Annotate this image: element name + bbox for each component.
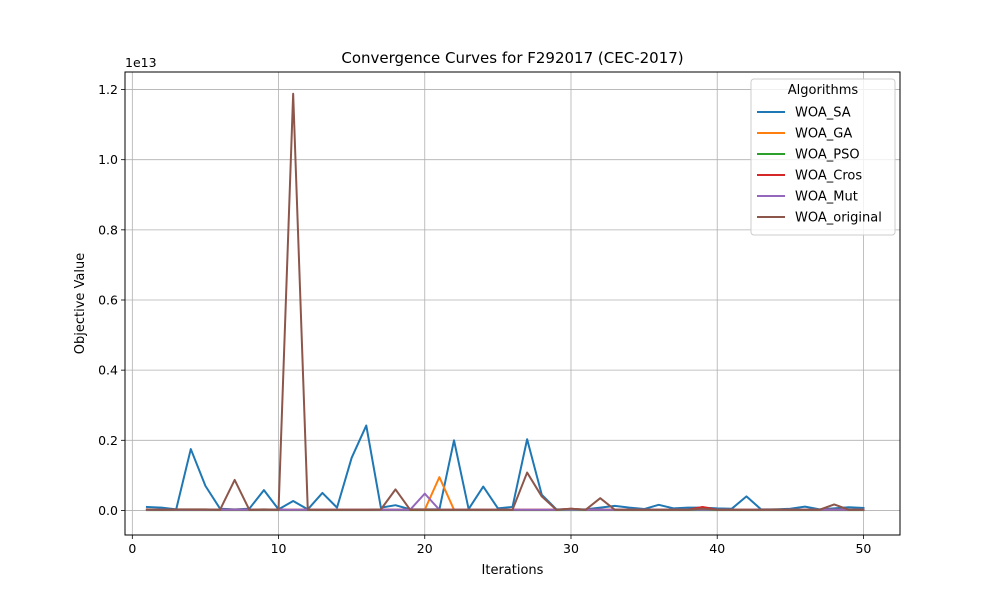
y-multiplier-label: 1e13 [125,55,157,70]
legend-label: WOA_PSO [795,148,860,163]
y-tick-label: 1.2 [98,82,118,97]
y-tick-label: 0.8 [98,222,118,237]
x-tick-label: 50 [855,541,871,556]
x-tick-label: 30 [563,541,579,556]
y-tick-label: 0.0 [98,503,118,518]
x-tick-label: 20 [417,541,433,556]
y-tick-label: 0.6 [98,292,118,307]
legend-item: WOA_Cros [757,169,862,184]
y-tick-label: 0.2 [98,433,118,448]
x-axis-label: Iterations [482,563,544,578]
chart-title: Convergence Curves for F292017 (CEC-2017… [341,49,683,67]
y-tick-label: 0.4 [98,363,118,378]
x-tick-label: 10 [271,541,287,556]
legend-item: WOA_Mut [757,190,858,205]
legend-item: WOA_original [757,211,882,226]
legend-items: WOA_SA WOA_GA WOA_PSO WOA_Cros WOA_Mut WOA_or… [757,106,882,226]
legend-label: WOA_original [795,211,882,226]
legend-item: WOA_PSO [757,148,860,163]
legend-label: WOA_Mut [795,190,858,205]
y-axis-label: Objective Value [73,253,88,354]
series-line-woa-original [145,92,865,511]
axis-ticks: 0 10 20 30 40 50 0.0 0.2 0.4 0.6 0.8 1.0 1.2 [98,82,871,556]
legend-label: WOA_GA [795,127,852,142]
x-tick-label: 40 [709,541,725,556]
series-line-woa-sa [145,424,865,511]
x-tick-label: 0 [128,541,136,556]
y-tick-label: 1.0 [98,152,118,167]
legend-label: WOA_SA [795,106,851,121]
plot-frame [124,71,901,536]
legend-item: WOA_GA [757,127,852,142]
legend-title: Algorithms [788,83,859,98]
legend-item: WOA_SA [757,106,851,121]
legend: Algorithms WOA_SAWOA_GAWOA_PSOWOA_CrosWO… [750,78,896,236]
series-lines [145,92,865,512]
legend-label: WOA_Cros [795,169,862,184]
legend-box [750,78,896,236]
